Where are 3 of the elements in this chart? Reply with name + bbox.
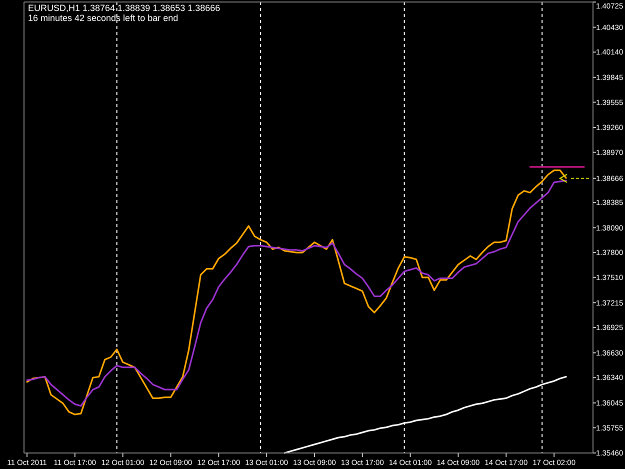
line-series	[284, 376, 567, 454]
chart-title: EURUSD,H1 1.38764 1.38839 1.38653 1.38666	[28, 3, 220, 13]
text: 16 minutes 42 seconds left to bar end	[28, 13, 178, 23]
